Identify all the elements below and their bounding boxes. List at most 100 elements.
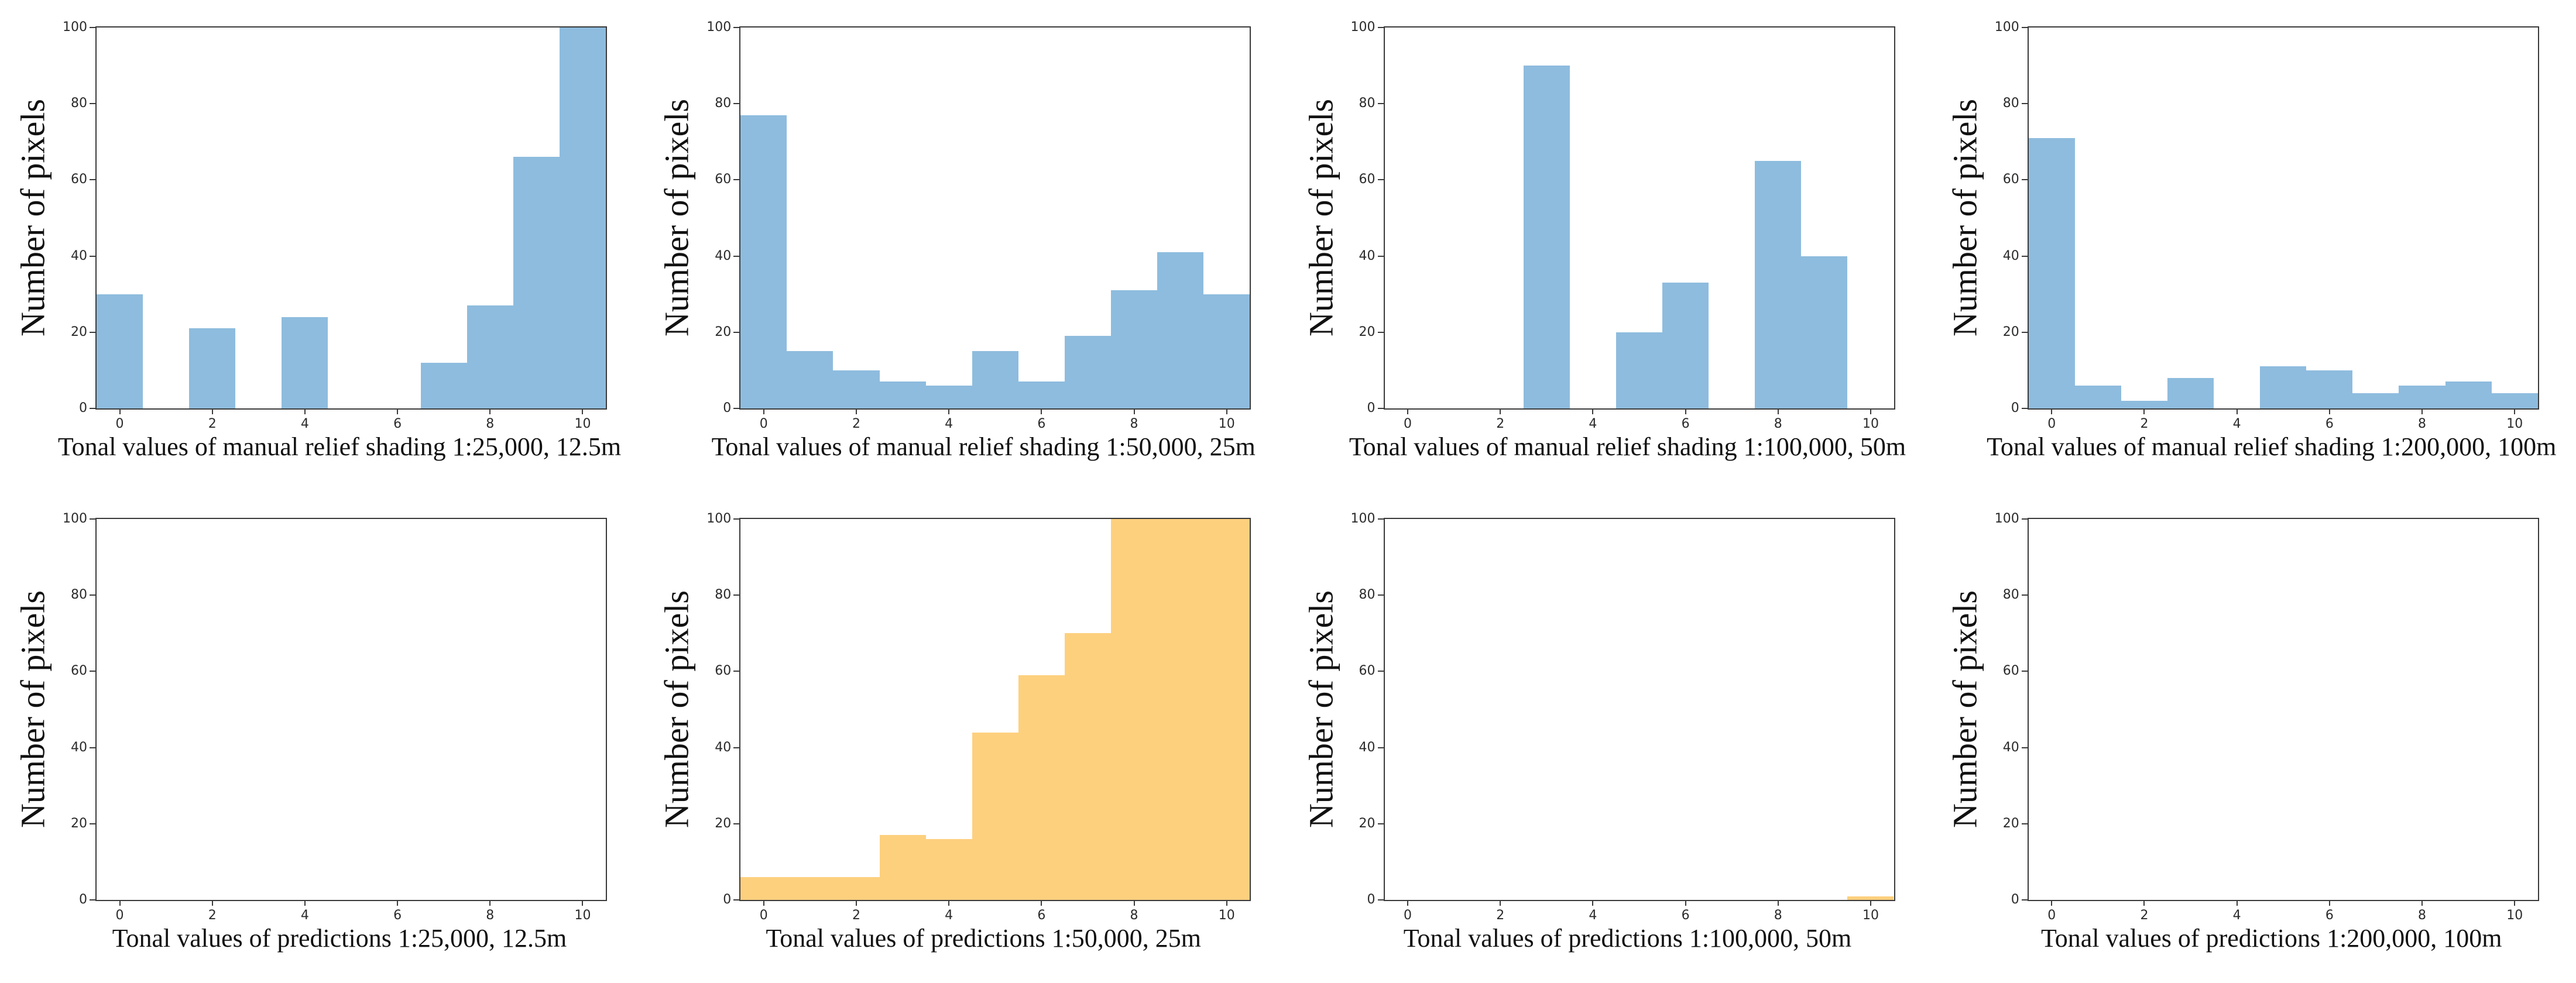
x-axis-label: Tonal values of predictions 1:50,000, 25…: [766, 924, 1202, 953]
y-axis-label: Number of pixels: [13, 590, 52, 829]
y-tick-label: 80: [71, 96, 87, 111]
y-tick-label: 80: [715, 96, 732, 111]
histogram-bar: [1203, 519, 1250, 900]
histogram-bar: [467, 305, 513, 408]
x-tick-label: 10: [574, 908, 591, 923]
x-tick-mark: [948, 408, 950, 414]
x-tick-label: 8: [1130, 908, 1138, 923]
histogram-panel-predictions-100000: Number of pixels 0 2 4 6 8 10 0 20 40 60 80 100 Ton…: [1288, 492, 1932, 983]
y-tick-label: 60: [2002, 664, 2019, 679]
x-tick-label: 4: [2232, 908, 2241, 923]
histogram-bar: [1847, 896, 1894, 900]
x-tick-label: 2: [1496, 417, 1505, 431]
histogram-bar: [925, 838, 972, 900]
y-tick-mark: [733, 408, 740, 409]
x-tick-label: 4: [945, 908, 953, 923]
y-tick-label: 100: [63, 20, 87, 35]
x-tick-mark: [1226, 900, 1227, 906]
x-tick-label: 6: [2325, 908, 2334, 923]
x-tick-label: 2: [2140, 417, 2149, 431]
y-tick-mark: [90, 103, 95, 105]
y-tick-mark: [733, 331, 740, 333]
x-tick-label: 10: [2506, 908, 2523, 923]
x-tick-mark: [2051, 408, 2053, 414]
histogram-panel-manual-100000: Number of pixels 0 2 4 6 8 10 0 20 40 60 80 100 Ton…: [1288, 0, 1932, 492]
x-tick-mark: [1685, 408, 1686, 414]
x-axis-label: Tonal values of manual relief shading 1:…: [1349, 432, 1906, 461]
y-tick-mark: [90, 518, 95, 520]
y-tick-label: 100: [706, 511, 732, 526]
y-tick-label: 60: [71, 664, 87, 679]
x-tick-label: 6: [1681, 908, 1690, 923]
x-tick-mark: [119, 408, 121, 414]
y-tick-mark: [733, 594, 740, 596]
histogram-panel-predictions-200000: Number of pixels 0 2 4 6 8 10 0 20 40 60 80 100 Ton…: [1932, 492, 2576, 983]
x-tick-label: 8: [1774, 417, 1782, 431]
y-tick-label: 20: [1359, 324, 1376, 339]
x-tick-mark: [1407, 900, 1409, 906]
y-tick-label: 20: [715, 816, 732, 831]
histogram-bar: [2121, 400, 2167, 408]
x-tick-label: 6: [1681, 417, 1690, 431]
y-tick-mark: [90, 179, 95, 181]
x-tick-label: 4: [2232, 417, 2241, 431]
histogram-bar: [189, 328, 236, 408]
y-tick-label: 20: [715, 324, 732, 339]
y-tick-mark: [1377, 671, 1384, 672]
y-tick-label: 80: [1359, 96, 1376, 111]
x-tick-mark: [2514, 408, 2516, 414]
x-tick-mark: [2421, 408, 2423, 414]
y-tick-label: 60: [1359, 664, 1376, 679]
y-tick-label: 0: [723, 892, 732, 907]
y-tick-label: 20: [2002, 816, 2019, 831]
y-tick-mark: [2021, 331, 2028, 333]
x-tick-mark: [2328, 408, 2330, 414]
x-tick-mark: [489, 408, 491, 414]
x-tick-label: 10: [1218, 417, 1235, 431]
x-tick-mark: [2236, 408, 2238, 414]
x-tick-label: 0: [2047, 908, 2056, 923]
y-tick-label: 0: [1367, 892, 1376, 907]
y-tick-label: 20: [2002, 324, 2019, 339]
y-tick-label: 100: [1994, 511, 2019, 526]
x-axis-label: Tonal values of manual relief shading 1:…: [1987, 432, 2557, 461]
y-tick-mark: [733, 823, 740, 824]
y-tick-label: 100: [63, 511, 87, 526]
y-tick-mark: [733, 747, 740, 748]
x-tick-mark: [1777, 900, 1779, 906]
histogram-panel-manual-25000: Number of pixels 0 2 4 6 8 10 0 20 40 60 80 100 Ton…: [0, 0, 644, 492]
plot-area: 0 2 4 6 8 10 0 20 40 60 80 100: [706, 513, 1251, 922]
y-tick-label: 40: [2002, 248, 2019, 263]
y-tick-label: 40: [715, 248, 732, 263]
histogram-bar: [1018, 381, 1065, 408]
histogram-bar: [1110, 519, 1158, 900]
histogram-bar: [2399, 385, 2445, 408]
x-tick-mark: [1870, 900, 1871, 906]
plot-area: 0 2 4 6 8 10 0 20 40 60 80 100: [1995, 513, 2539, 922]
x-tick-mark: [582, 408, 584, 414]
y-tick-label: 60: [715, 172, 732, 187]
histogram-bar: [1157, 252, 1204, 408]
y-tick-mark: [2021, 27, 2028, 28]
y-tick-mark: [90, 331, 95, 333]
y-tick-label: 40: [1359, 740, 1376, 755]
y-tick-label: 20: [1359, 816, 1376, 831]
x-tick-label: 2: [852, 417, 860, 431]
y-tick-label: 0: [1367, 401, 1376, 415]
x-tick-mark: [2051, 900, 2053, 906]
y-tick-label: 60: [715, 664, 732, 679]
x-tick-label: 4: [1589, 417, 1597, 431]
y-tick-label: 40: [71, 248, 87, 263]
x-tick-mark: [397, 900, 399, 906]
x-tick-label: 0: [115, 908, 124, 923]
plot-area: 0 2 4 6 8 10 0 20 40 60 80 100: [63, 21, 607, 431]
y-tick-mark: [2021, 179, 2028, 181]
histogram-bar: [97, 294, 143, 408]
y-tick-mark: [2021, 518, 2028, 520]
x-tick-label: 8: [2418, 417, 2427, 431]
y-tick-mark: [90, 747, 95, 748]
x-tick-mark: [2143, 408, 2145, 414]
y-axis-label: Number of pixels: [657, 99, 696, 337]
y-tick-mark: [733, 27, 740, 28]
x-tick-mark: [948, 900, 950, 906]
